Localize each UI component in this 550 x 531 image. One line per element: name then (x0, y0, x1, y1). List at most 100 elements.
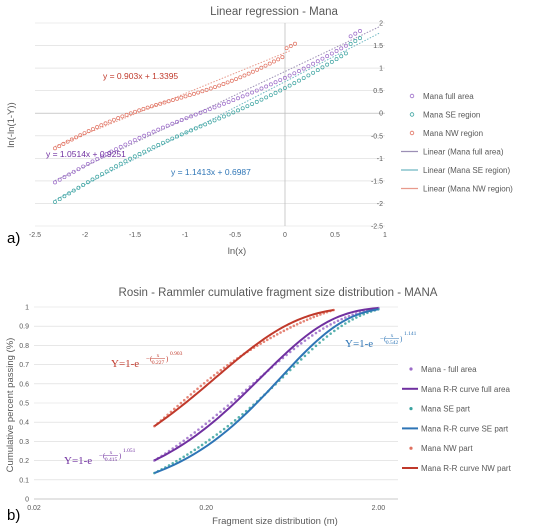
chart-b-point-se (193, 448, 197, 452)
chart-b-legend-label: Mana R-R curve NW part (421, 464, 512, 473)
chart-a-y-tick-label: 0.5 (373, 88, 383, 95)
chart-a-point-nw (288, 44, 293, 48)
chart-b-point-full (178, 442, 182, 445)
chart-b-point-nw (299, 321, 302, 325)
chart-a-x-tick-label: -0.5 (229, 232, 241, 239)
chart-a-point-se (343, 51, 348, 56)
chart-a-y-tick-label: -1 (377, 156, 383, 163)
chart-b-point-full (336, 319, 340, 323)
chart-a-y-tick-label: -2 (377, 201, 383, 208)
chart-b-point-se (355, 316, 358, 319)
chart-b-point-se (200, 443, 204, 447)
chart-b-point-nw (309, 317, 312, 320)
chart-b-point-full (288, 350, 292, 354)
chart-a-equation-nw: y = 0.903x + 1.3395 (103, 71, 178, 81)
chart-a-point-full (193, 112, 198, 117)
chart-a-point-nw (154, 103, 159, 107)
chart-b-curve-nw (153, 309, 334, 427)
chart-b-point-se (189, 450, 193, 454)
chart-b-legend-marker (409, 446, 413, 450)
chart-a-point-full (254, 88, 259, 93)
chart-a-x-tick-label: -1 (182, 232, 188, 239)
chart-b-point-se (204, 441, 208, 444)
chart-a-x-tick-label: 0 (283, 232, 287, 239)
chart-a-point-full (273, 80, 278, 85)
chart-b-point-se (325, 335, 329, 338)
chart-b-point-nw (312, 315, 316, 319)
chart-a-point-nw (137, 108, 142, 113)
chart-a-point-nw (78, 133, 83, 138)
chart-b-point-nw (179, 401, 183, 405)
chart-a-point-se (85, 180, 90, 185)
chart-b-point-se (233, 419, 237, 422)
chart-b-point-nw (209, 376, 213, 380)
chart-a-point-full (62, 175, 67, 180)
chart-b-point-full (233, 398, 237, 401)
chart-a-point-full (320, 56, 325, 61)
chart-b-point-nw (202, 381, 206, 385)
chart-b-point-full (208, 419, 211, 423)
chart-b-point-nw (319, 313, 322, 316)
chart-a-point-nw (204, 87, 209, 92)
chart-b-point-nw (292, 324, 296, 328)
chart-a-point-full (287, 73, 292, 78)
chart-b-point-full (230, 401, 233, 404)
chart-a-point-se (118, 161, 123, 166)
chart-b-point-se (307, 351, 310, 354)
chart-b-equation-denominator: 0.227 (152, 360, 165, 366)
chart-a-legend-label: Linear (Mana NW region) (423, 185, 513, 194)
chart-a-point-se (278, 88, 283, 93)
chart-a-point-full (156, 127, 161, 132)
chart-a-point-nw (149, 104, 154, 109)
chart-a-point-nw (246, 71, 251, 76)
chart-a-point-se (71, 188, 76, 193)
chart-a-trendline-se (54, 32, 381, 201)
chart-b-point-nw (295, 322, 299, 326)
chart-b-y-tick-label: 0.4 (19, 420, 29, 427)
chart-a-equation-se: y = 1.1413x + 0.6987 (171, 167, 251, 177)
chart-b-equation-exponent: 1.141 (404, 331, 417, 337)
chart-a-point-nw (175, 96, 180, 101)
chart-b-point-nw (182, 398, 186, 402)
chart-b-point-se (171, 462, 175, 465)
chart-a-point-full (203, 108, 208, 113)
chart-b-equation-nw: Y=1-e −(x0.227)0.903 (111, 351, 183, 370)
chart-b-point-full (193, 431, 197, 434)
chart-a-point-nw (200, 89, 205, 94)
chart-a-x-tick-label: -1.5 (129, 232, 141, 239)
chart-a-point-nw (293, 41, 297, 46)
chart-a-point-full (217, 103, 222, 108)
chart-a-point-nw (267, 61, 272, 66)
chart-b-point-nw (282, 329, 286, 333)
chart-b-point-full (347, 314, 351, 318)
chart-a-legend: Mana full area Mana SE region Mana NW regi… (401, 92, 513, 194)
chart-a-point-full (226, 99, 231, 104)
chart-b-y-tick-label: 1 (25, 305, 29, 312)
chart-a-point-se (240, 106, 245, 111)
chart-a-title: Linear regression - Mana (210, 6, 338, 18)
chart-a-point-full (109, 149, 114, 154)
chart-b-point-se (230, 422, 233, 425)
chart-a-point-se (193, 126, 198, 131)
chart-a-point-full (339, 46, 344, 51)
chart-a-point-nw (158, 101, 163, 106)
chart-a-point-se (287, 83, 292, 88)
chart-b-curves (153, 307, 379, 474)
chart-a-point-nw (128, 111, 133, 116)
chart-a-point-full (76, 167, 81, 172)
chart-a-point-full (236, 96, 240, 101)
chart-b-point-full (197, 428, 200, 431)
chart-a-point-se (301, 76, 306, 80)
chart-b-legend-label: Mana NW part (421, 444, 473, 453)
panel-label-a: a) (7, 230, 20, 247)
chart-a-point-full (151, 129, 156, 134)
chart-a-point-se (67, 191, 72, 196)
chart-b-x-axis-label: Fragment size distribution (m) (212, 516, 338, 527)
chart-b-point-nw (199, 384, 203, 388)
chart-a-point-full (348, 34, 353, 39)
chart-a-point-se (226, 112, 231, 117)
chart-b-equation-prefix: Y=1-e (64, 455, 92, 467)
chart-a-x-tick-label: -2 (82, 232, 88, 239)
chart-b-point-full (296, 344, 299, 348)
chart-a-point-se (109, 166, 114, 171)
